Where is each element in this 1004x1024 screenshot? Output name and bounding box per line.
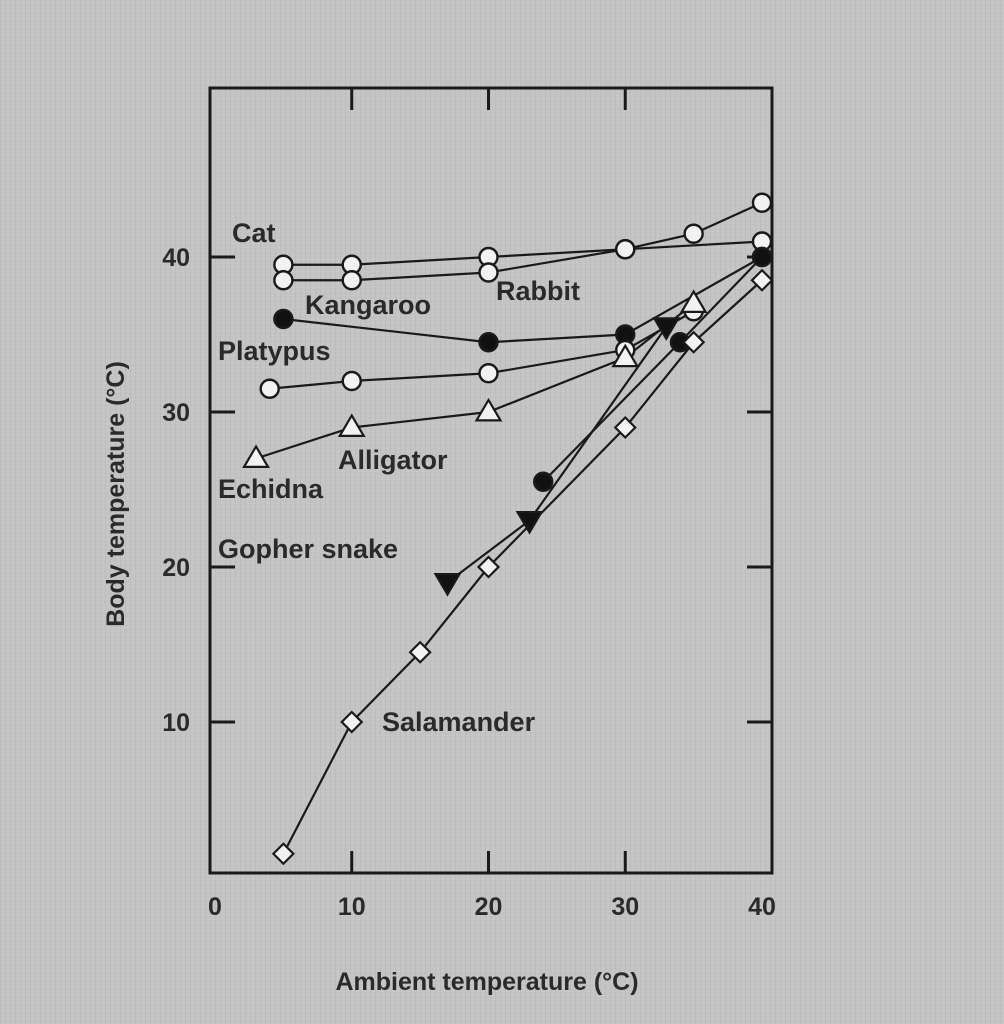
series-label-kangaroo: Kangaroo — [305, 290, 431, 320]
data-point-circle — [478, 262, 499, 283]
plot-frame — [208, 86, 774, 875]
x-tick-label: 0 — [208, 893, 222, 921]
data-point-circle — [683, 223, 704, 244]
data-point-diamond — [682, 330, 706, 354]
data-point-diamond — [408, 640, 432, 664]
data-point-triangle — [433, 572, 462, 597]
series-label-salamander: Salamander — [382, 707, 536, 737]
series-label-rabbit: Rabbit — [496, 276, 580, 306]
data-point-circle — [478, 332, 499, 353]
series-label-gopher-snake: Gopher snake — [218, 534, 398, 564]
data-point-triangle — [515, 510, 544, 535]
data-point-circle — [751, 246, 773, 268]
data-point-diamond — [271, 842, 295, 866]
x-axis-label: Ambient temperature (°C) — [335, 968, 638, 996]
tick-labels: 0 10 20 30 40 10 20 30 40 — [162, 244, 776, 921]
y-tick-label: 40 — [162, 244, 190, 272]
data-point-circle — [615, 239, 636, 260]
x-tick-label: 40 — [748, 893, 776, 921]
axis-ticks — [210, 88, 772, 873]
data-point-circle — [341, 370, 362, 392]
data-point-circle — [273, 308, 294, 330]
y-axis-label: Body temperature (°C) — [102, 361, 130, 627]
data-point-triangle — [474, 397, 503, 422]
data-point-triangle — [337, 413, 366, 437]
series-line-salamander — [282, 279, 763, 855]
x-tick-label: 10 — [338, 893, 366, 921]
y-tick-label: 10 — [162, 709, 190, 737]
data-point-diamond — [340, 710, 364, 734]
data-point-circle — [478, 363, 499, 384]
data-point-diamond — [476, 555, 501, 579]
data-point-circle — [533, 471, 554, 492]
x-tick-label: 20 — [475, 893, 503, 921]
data-point-circle — [751, 192, 773, 213]
series-markers — [242, 192, 774, 866]
data-point-diamond — [613, 415, 637, 440]
series-label-echidna: Echidna — [218, 474, 324, 504]
data-point-triangle — [652, 317, 681, 341]
x-tick-label: 30 — [611, 893, 639, 921]
y-tick-label: 20 — [162, 554, 190, 582]
series-label-cat: Cat — [232, 218, 276, 248]
data-point-triangle — [611, 343, 640, 368]
data-point-circle — [259, 378, 280, 399]
series-labels: Cat Rabbit Kangaroo Platypus Echidna Alligato… — [218, 218, 580, 737]
data-point-triangle — [679, 289, 708, 313]
series-label-platypus: Platypus — [218, 336, 331, 366]
series-line-cat — [283, 201, 763, 266]
data-point-circle — [341, 270, 362, 291]
y-tick-label: 30 — [162, 399, 190, 427]
data-point-triangle — [242, 444, 270, 468]
data-point-circle — [273, 270, 294, 291]
series-label-alligator: Alligator — [338, 445, 448, 475]
data-point-diamond — [750, 268, 774, 292]
